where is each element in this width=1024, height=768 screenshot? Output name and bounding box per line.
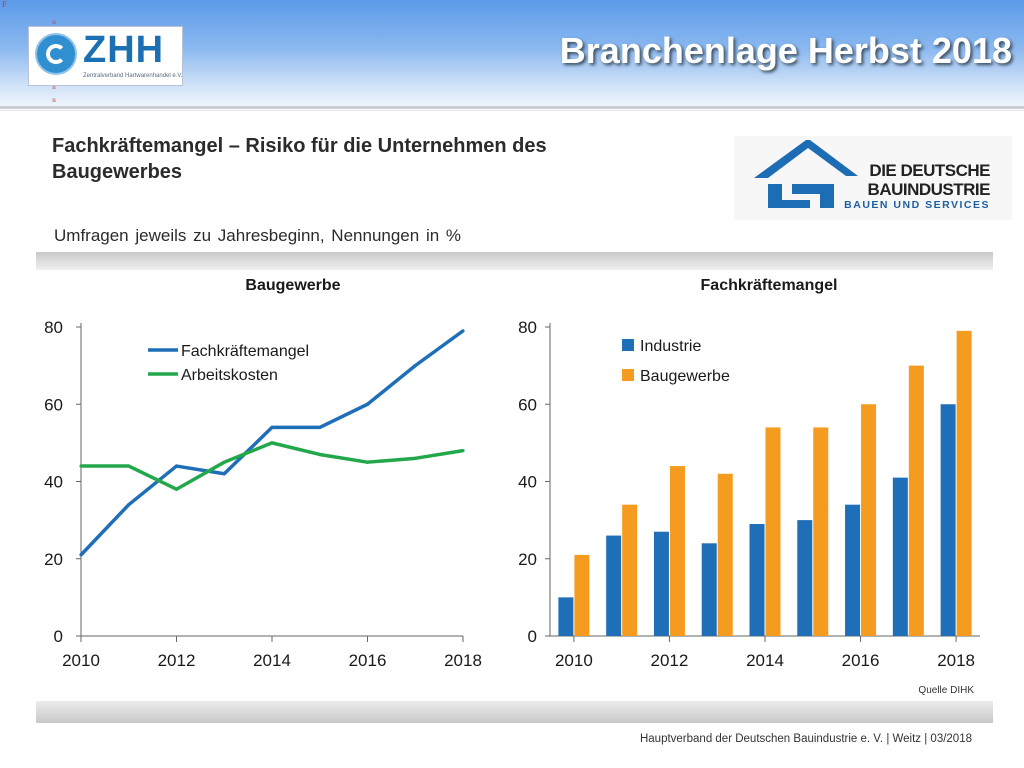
zhh-logo: ZHH Zentralverband Hartwarenhandel e.V.	[28, 26, 183, 86]
data-point	[365, 460, 370, 464]
chart-band-bottom	[36, 701, 993, 723]
bauindustrie-line3: BAUEN UND SERVICES	[844, 199, 990, 211]
y-tick-label: 40	[44, 473, 63, 492]
header-divider	[0, 106, 1024, 109]
data-point	[174, 487, 179, 491]
legend-label: Industrie	[640, 338, 701, 355]
bar-2	[622, 504, 638, 636]
data-point	[79, 553, 83, 557]
data-point	[461, 449, 465, 453]
data-point	[318, 425, 322, 430]
bar-2	[574, 554, 590, 636]
bar-chart: Fachkräftemangel 0 20 40 60 80 2010 2012 2014 201…	[518, 277, 980, 696]
line-chart: Baugewerbe 0 20 40 60 80 2010 2012 2014 2016 2018 F…	[44, 277, 482, 670]
bar-2	[669, 466, 685, 636]
y-tick-label: 80	[518, 318, 537, 337]
header-divider-thin	[0, 110, 1024, 111]
bauindustrie-line1: DIE DEUTSCHE	[869, 161, 990, 180]
y-tick-label: 60	[518, 395, 537, 414]
bar-2	[908, 365, 924, 636]
source-note: Quelle DIHK	[918, 685, 974, 696]
x-tick-label: 2018	[444, 651, 482, 670]
bauindustrie-logo: DIE DEUTSCHE BAUINDUSTRIE BAUEN UND SERV…	[734, 136, 1012, 220]
slide-headline: Fachkräftemangel – Risiko für die Untern…	[52, 135, 547, 183]
data-point	[461, 329, 465, 333]
page-title: Branchenlage Herbst 2018	[559, 30, 1012, 71]
legend-label: Baugewerbe	[640, 368, 730, 385]
data-point	[413, 456, 417, 460]
data-point	[318, 452, 322, 457]
x-tick-label: 2014	[746, 651, 784, 670]
x-tick-label: 2010	[62, 651, 100, 670]
slide-subtitle: Umfragen jeweils zu Jahresbeginn, Nennun…	[54, 226, 462, 245]
bar-1	[701, 543, 717, 636]
x-tick-label: 2012	[158, 651, 196, 670]
y-tick-label: 40	[518, 473, 537, 492]
series-line-2	[81, 441, 464, 491]
bar-1	[892, 477, 908, 636]
chart-title: Baugewerbe	[245, 277, 340, 294]
vertical-letter: o	[52, 18, 56, 26]
legend-label: Fachkräftemangel	[181, 343, 309, 360]
data-point	[127, 503, 131, 507]
y-tick-label: 0	[528, 627, 537, 646]
bar-1	[797, 520, 813, 636]
house-roof-icon	[754, 140, 858, 208]
footer-credit: Hauptverband der Deutschen Bauindustrie …	[639, 733, 972, 745]
zhh-logo-subtitle: Zentralverband Hartwarenhandel e.V.	[83, 73, 183, 79]
data-point	[127, 464, 131, 468]
bar-2	[813, 427, 829, 636]
x-tick-label: 2010	[555, 651, 593, 670]
x-tick-label: 2018	[937, 651, 975, 670]
data-point	[270, 425, 274, 430]
bar-1	[653, 531, 669, 636]
y-tick-label: 0	[54, 627, 63, 646]
legend-label: Arbeitskosten	[181, 367, 278, 384]
x-tick-label: 2012	[651, 651, 689, 670]
legend-swatch	[622, 339, 634, 351]
bar-1	[606, 535, 622, 636]
data-point	[222, 460, 226, 464]
x-tick-label: 2016	[349, 651, 387, 670]
zhh-logo-word: ZHH	[83, 29, 165, 71]
bar-2	[861, 404, 877, 636]
corner-letter: F	[2, 0, 7, 9]
data-point	[270, 441, 274, 445]
vertical-letter: u	[52, 96, 56, 104]
chart-title: Fachkräftemangel	[701, 277, 838, 294]
data-point	[79, 464, 83, 468]
bar-1	[749, 523, 765, 636]
y-tick-label: 80	[44, 318, 63, 337]
x-tick-label: 2016	[842, 651, 880, 670]
y-tick-label: 20	[44, 550, 63, 569]
data-point	[413, 364, 417, 368]
data-point	[222, 472, 226, 476]
chart-band-top	[36, 252, 993, 270]
bar-1	[558, 597, 574, 636]
vertical-letter: n	[52, 83, 56, 91]
bar-1	[845, 504, 861, 636]
y-tick-label: 60	[44, 395, 63, 414]
bar-2	[765, 427, 781, 636]
data-point	[365, 402, 370, 406]
bar-2	[956, 330, 972, 636]
x-tick-label: 2014	[253, 651, 291, 670]
bar-2	[717, 473, 733, 636]
data-point	[174, 464, 179, 468]
bauindustrie-line2: BAUINDUSTRIE	[867, 180, 991, 199]
bar-1	[940, 404, 956, 636]
y-tick-label: 20	[518, 550, 537, 569]
zhh-logo-mark-icon	[35, 33, 77, 75]
legend-swatch	[622, 369, 634, 381]
